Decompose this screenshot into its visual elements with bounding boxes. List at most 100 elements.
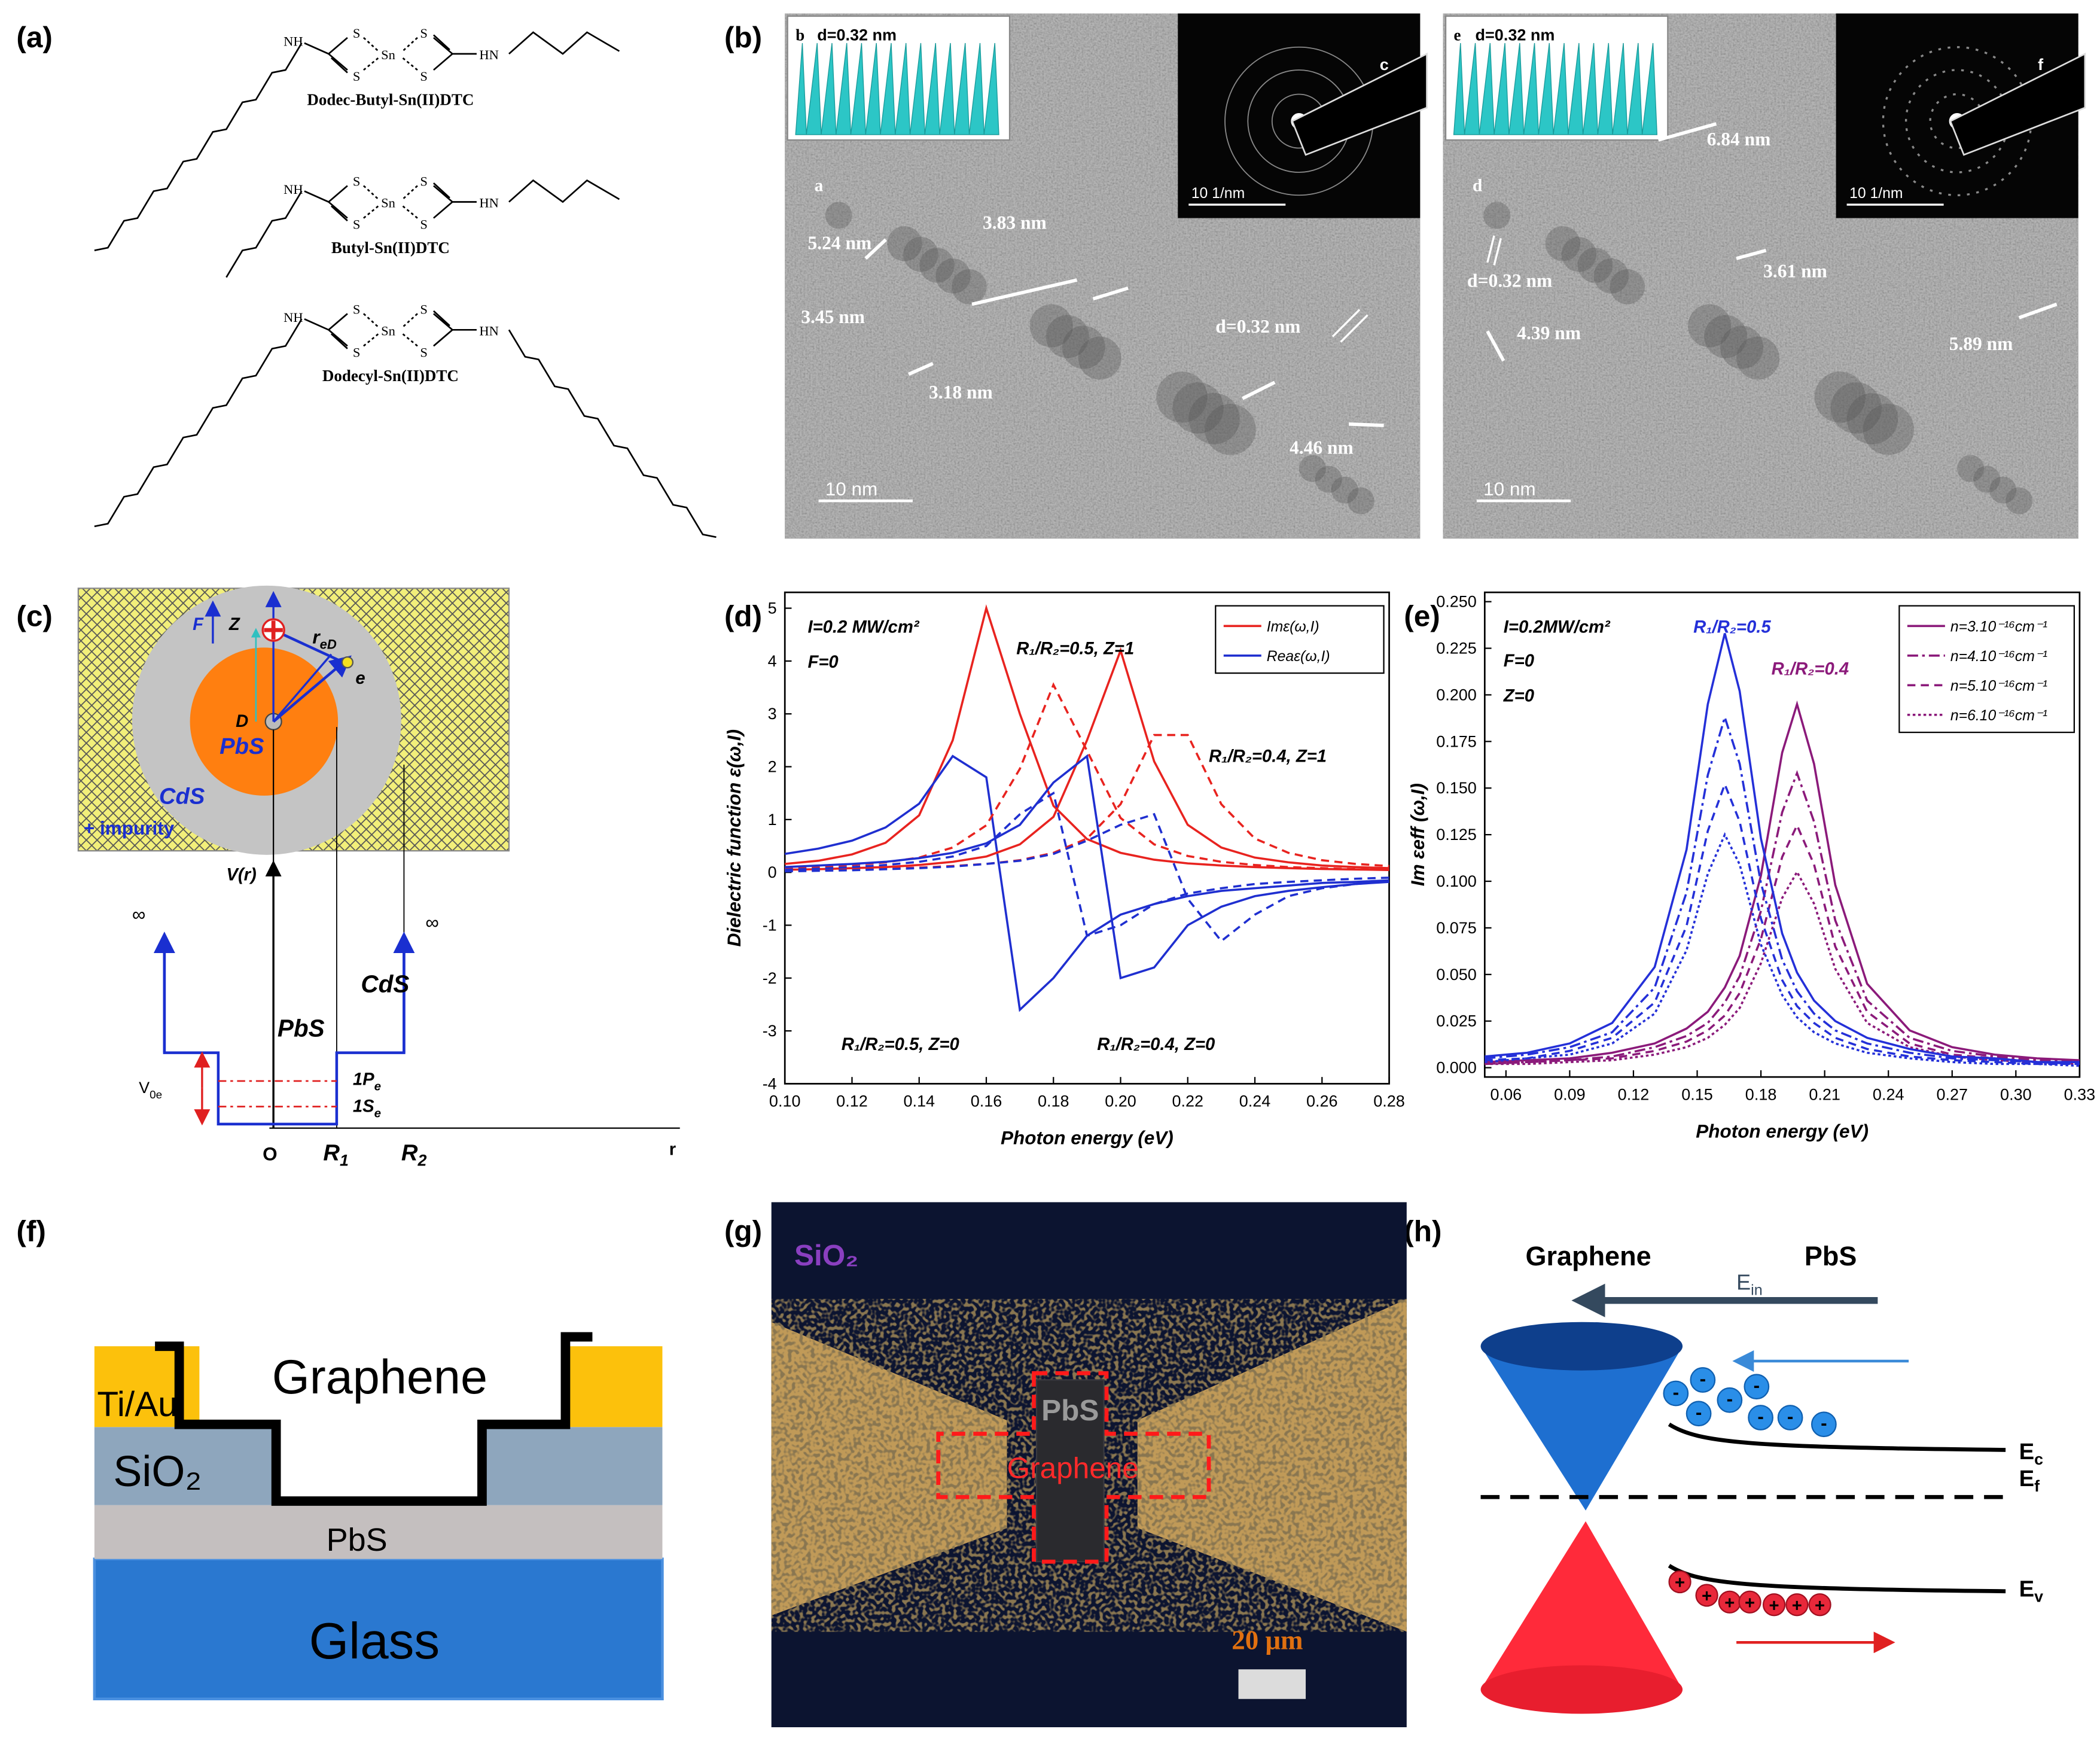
electron-sign: - <box>1754 1375 1760 1396</box>
h-label-sub: in <box>1751 1282 1763 1299</box>
y-axis-label: Dielectric function ε(ω,I) <box>723 729 745 946</box>
legend-label: n=4.10⁻¹⁶cm⁻¹ <box>1950 649 2047 665</box>
x-tick-label: 0.15 <box>1681 1085 1713 1103</box>
y-tick-label: -1 <box>763 916 777 934</box>
hole-sign: + <box>1792 1596 1802 1615</box>
g-label: 20 μm <box>1232 1625 1303 1655</box>
legend-label: n=5.10⁻¹⁶cm⁻¹ <box>1950 678 2047 694</box>
nanoparticle <box>1315 465 1342 493</box>
c-label: 1Se <box>353 1097 381 1121</box>
c-label-base: 1P <box>353 1070 374 1089</box>
nanoparticle <box>2005 487 2033 515</box>
c-label-sub: e <box>374 1080 381 1094</box>
y-tick-label: 4 <box>768 652 777 670</box>
electron-sign: - <box>1787 1405 1794 1427</box>
c-label: D <box>236 712 248 731</box>
series-line <box>1485 770 2080 1066</box>
c-label-sub: 1 <box>340 1152 349 1170</box>
electron <box>341 656 354 669</box>
size-marker <box>971 278 1078 306</box>
compound-name: Butyl-Sn(II)DTC <box>331 239 450 257</box>
y-tick-label: 0.200 <box>1436 686 1477 704</box>
annotation: I=0.2MW/cm² <box>1504 618 1611 637</box>
hole-sign: + <box>1745 1594 1755 1613</box>
c-label: R2 <box>401 1140 427 1170</box>
annotation: Z=0 <box>1503 686 1534 705</box>
x-tick-label: 0.18 <box>1745 1085 1777 1103</box>
nanoparticle <box>952 269 987 305</box>
size-label: 4.39 nm <box>1517 322 1581 343</box>
lattice-label: d=0.32 nm <box>1467 270 1552 291</box>
electron <box>1663 1380 1689 1407</box>
x-axis-label: Photon energy (eV) <box>1696 1120 1869 1142</box>
c-label: ∞ <box>132 903 145 925</box>
cone-base <box>1480 1665 1683 1714</box>
size-marker <box>1242 381 1276 400</box>
h-label-base: E <box>2019 1576 2035 1602</box>
size-label: 3.45 nm <box>801 306 865 327</box>
x-tick-label: 0.24 <box>1239 1092 1271 1110</box>
panel-label: (h) <box>1404 1215 1441 1248</box>
series-line <box>784 754 1389 1012</box>
size-label: 5.24 nm <box>807 232 871 253</box>
f-label: Glass <box>309 1613 440 1670</box>
c-label: PbS <box>220 733 264 759</box>
c-label: r <box>669 1140 676 1159</box>
x-tick-label: 0.28 <box>1373 1092 1405 1110</box>
nanoparticle <box>1205 404 1256 455</box>
annotation: R₁/R₂=0.4 <box>1772 659 1849 678</box>
scale-label: 10 1/nm <box>1191 185 1245 202</box>
h-label-sub: f <box>2034 1477 2040 1495</box>
electron-sign: - <box>1757 1405 1764 1427</box>
size-label: 6.84 nm <box>1707 129 1771 150</box>
series-line <box>1485 832 2080 1067</box>
nanoparticle <box>1577 248 1613 283</box>
hole <box>1668 1570 1691 1594</box>
y-tick-label: 0.150 <box>1436 779 1477 797</box>
y-tick-label: 0.125 <box>1436 826 1477 844</box>
nanoparticle <box>1688 304 1732 348</box>
scale-bar <box>1238 1669 1306 1699</box>
c-label: ∞ <box>425 912 438 933</box>
nanoparticle <box>1704 315 1748 358</box>
c-label: V(r) <box>226 866 256 885</box>
nanoparticle <box>1957 455 1985 482</box>
size-marker <box>1657 122 1717 142</box>
panel-label: (c) <box>16 599 52 632</box>
series-line <box>1485 869 2080 1066</box>
annotation: R₁/R₂=0.5 <box>1693 618 1771 637</box>
compound-name: Dodec-Butyl-Sn(II)DTC <box>307 91 474 109</box>
c-label: CdS <box>159 783 205 809</box>
atom-label: S <box>353 174 361 189</box>
c-label: Z <box>228 615 240 634</box>
h-label: Graphene <box>1526 1241 1651 1271</box>
inset-label: e <box>1454 26 1461 44</box>
nanoparticle <box>1046 315 1089 358</box>
y-tick-label: 2 <box>768 758 777 776</box>
scale-label: 10 nm <box>1483 478 1536 500</box>
alkyl-chain <box>94 42 303 251</box>
bond <box>304 313 348 349</box>
nanoparticle <box>1973 465 2001 493</box>
hole <box>1762 1593 1786 1617</box>
atom-label: S <box>353 345 361 360</box>
c-label: PbS <box>278 1015 325 1042</box>
valence-band <box>1668 1564 2006 1594</box>
annotation: R₁/R₂=0.5, Z=0 <box>842 1035 959 1054</box>
pbs-layer <box>94 1505 663 1559</box>
annotation: F=0 <box>807 653 838 672</box>
annotation: R₁/R₂=0.4, Z=0 <box>1097 1035 1215 1054</box>
electron-sign: - <box>1696 1402 1702 1423</box>
bond <box>432 310 477 347</box>
y-tick-label: 0.075 <box>1436 919 1477 937</box>
legend-label: n=6.10⁻¹⁶cm⁻¹ <box>1950 708 2047 724</box>
annotation: I=0.2 MW/cm² <box>807 618 919 637</box>
x-tick-label: 0.18 <box>1038 1092 1069 1110</box>
bond <box>304 185 348 222</box>
c-label: + impurity <box>84 817 175 839</box>
atom-label: S <box>420 26 428 41</box>
series-line <box>785 604 1389 871</box>
x-tick-label: 0.33 <box>2064 1085 2096 1103</box>
series-line <box>1485 781 2080 1066</box>
